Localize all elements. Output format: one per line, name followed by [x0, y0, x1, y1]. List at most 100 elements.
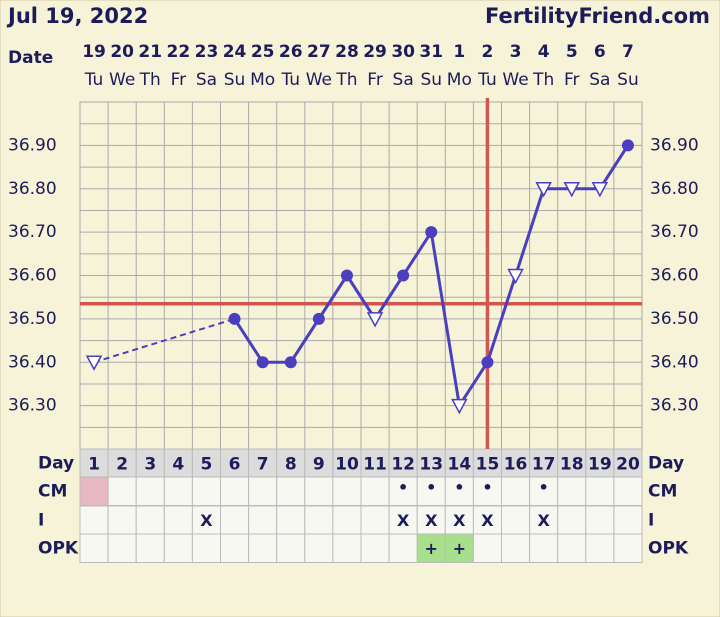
y2-tick-label: 36.40	[650, 352, 699, 372]
cell-value: •	[539, 478, 549, 497]
weekday-label: Sa	[196, 70, 217, 90]
cell	[304, 505, 334, 535]
cell	[276, 476, 306, 506]
cell	[585, 505, 615, 535]
cell	[332, 448, 362, 478]
date-label: 30	[391, 42, 415, 62]
cell-value: 14	[448, 454, 472, 474]
filled-marker	[621, 139, 634, 152]
cell-value: •	[426, 478, 436, 497]
date-label: 22	[167, 42, 191, 62]
filled-marker	[312, 312, 325, 325]
open-marker	[563, 182, 581, 198]
cell-value: 5	[201, 454, 213, 474]
y-tick-label: 36.60	[8, 266, 57, 286]
cell	[557, 505, 587, 535]
date-label: Date	[8, 48, 53, 68]
cell-value: 3	[144, 454, 156, 474]
row-label: Day	[648, 453, 684, 473]
date-label: 24	[223, 42, 247, 62]
cell	[501, 505, 531, 535]
y-tick-label: 36.40	[8, 352, 57, 372]
y-tick-label: 36.80	[8, 179, 57, 199]
cell-value: 16	[504, 454, 528, 474]
cell	[107, 505, 137, 535]
chart-title: Jul 19, 2022	[6, 4, 148, 28]
cell	[163, 448, 193, 478]
weekday-label: Th	[532, 70, 554, 90]
weekday-label: Tu	[84, 70, 104, 90]
cell	[388, 448, 418, 478]
row-label: OPK	[648, 538, 689, 558]
cell	[613, 448, 643, 478]
cell	[529, 476, 559, 506]
cell-value: •	[482, 478, 492, 497]
filled-marker	[397, 269, 410, 282]
cell	[332, 505, 362, 535]
cell-value: X	[200, 511, 213, 530]
weekday-label: Su	[617, 70, 639, 90]
weekday-label: Fr	[564, 70, 580, 90]
weekday-label: Sa	[393, 70, 414, 90]
weekday-label: Mo	[250, 70, 275, 90]
cell	[248, 476, 278, 506]
cell-value: •	[398, 478, 408, 497]
date-label: 6	[594, 42, 606, 62]
weekday-label: Tu	[477, 70, 497, 90]
cell	[444, 533, 474, 563]
cell	[248, 505, 278, 535]
cell-value: X	[425, 511, 438, 530]
weekday-label: Th	[139, 70, 161, 90]
cell	[501, 476, 531, 506]
row-label: I	[648, 510, 654, 530]
weekday-label: Th	[335, 70, 357, 90]
filled-marker	[425, 226, 438, 239]
period-cell	[81, 478, 108, 505]
cell	[613, 533, 643, 563]
cell	[220, 533, 250, 563]
cell-value: 9	[313, 454, 325, 474]
cell	[529, 448, 559, 478]
cell-value: •	[454, 478, 464, 497]
cell-value: 20	[616, 454, 640, 474]
open-marker	[85, 355, 103, 371]
cell	[79, 533, 109, 563]
cell-value: 19	[588, 454, 612, 474]
cell	[248, 533, 278, 563]
cell	[163, 476, 193, 506]
y-tick-label: 36.70	[8, 222, 57, 242]
y2-tick-label: 36.70	[650, 222, 699, 242]
cell	[191, 533, 221, 563]
cell	[163, 533, 193, 563]
cell	[135, 533, 165, 563]
cell	[472, 533, 502, 563]
cell	[585, 533, 615, 563]
cell	[135, 505, 165, 535]
filled-marker	[340, 269, 353, 282]
date-label: 29	[363, 42, 387, 62]
date-label: 28	[335, 42, 359, 62]
cell-value: X	[481, 511, 494, 530]
date-label: 19	[82, 42, 106, 62]
cell	[163, 505, 193, 535]
filled-marker	[284, 356, 297, 369]
site-name: FertilityFriend.com	[485, 4, 710, 28]
cell	[360, 505, 390, 535]
date-label: 2	[482, 42, 494, 62]
cell	[501, 448, 531, 478]
filled-marker	[256, 356, 269, 369]
weekday-label: We	[306, 70, 332, 90]
weekday-label: Su	[224, 70, 246, 90]
cell	[191, 448, 221, 478]
filled-marker	[228, 312, 241, 325]
weekday-label: Tu	[280, 70, 300, 90]
cell	[416, 448, 446, 478]
cell	[416, 476, 446, 506]
cell	[472, 505, 502, 535]
weekday-label: We	[109, 70, 135, 90]
y2-tick-label: 36.80	[650, 179, 699, 199]
open-marker	[451, 398, 468, 415]
cell	[472, 476, 502, 506]
cell-value: +	[425, 539, 438, 558]
